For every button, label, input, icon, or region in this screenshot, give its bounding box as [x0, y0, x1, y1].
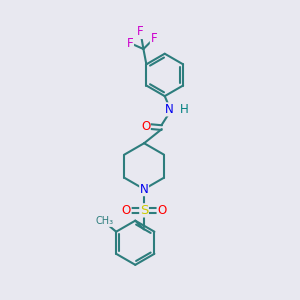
- Text: O: O: [157, 204, 167, 217]
- Text: CH₃: CH₃: [95, 216, 113, 226]
- Text: O: O: [122, 204, 131, 217]
- Text: F: F: [137, 26, 144, 38]
- Text: H: H: [179, 103, 188, 116]
- Text: O: O: [141, 120, 150, 133]
- Text: F: F: [150, 32, 157, 45]
- Text: F: F: [127, 37, 134, 50]
- Text: S: S: [140, 204, 148, 217]
- Text: N: N: [165, 103, 173, 116]
- Text: N: N: [140, 183, 148, 196]
